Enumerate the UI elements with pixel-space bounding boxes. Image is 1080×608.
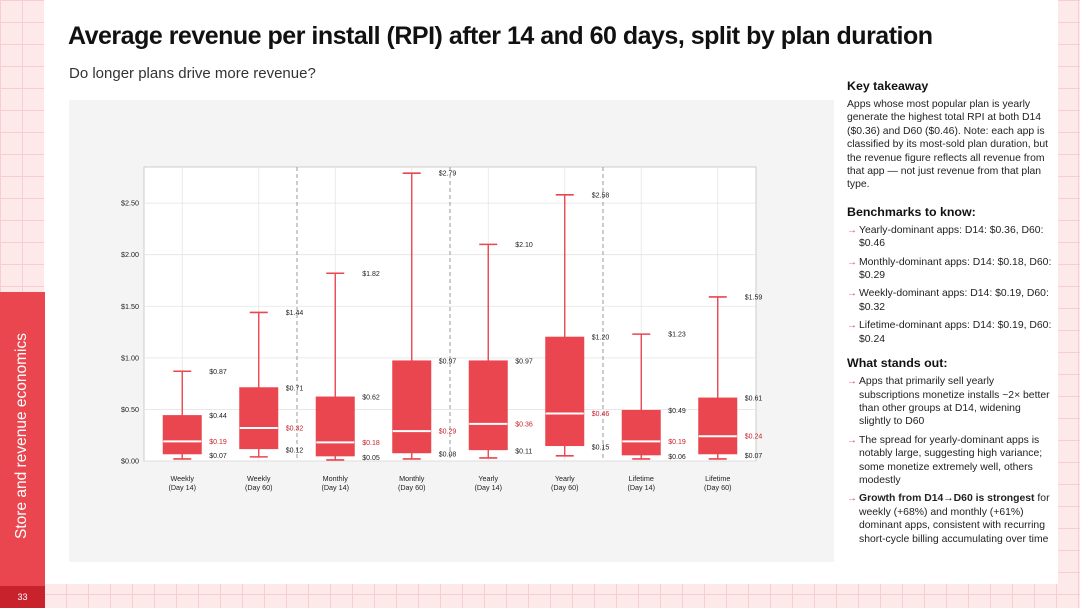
median-label: $0.19 (209, 439, 227, 446)
stands-out-item: Growth from D14→D60 is strongest for wee… (847, 492, 1053, 546)
benchmark-item: Yearly-dominant apps: D14: $0.36, D60: $… (847, 224, 1053, 251)
box (239, 387, 279, 450)
max-label: $2.58 (592, 192, 610, 199)
y-tick-label: $1.50 (121, 302, 139, 311)
max-label: $2.10 (515, 242, 533, 249)
chart-panel: $0.00 $0.50 $1.00 $1.50 $2.00 $2.50 $0.87 $0.44… (69, 100, 834, 562)
q3-label: $0.61 (745, 396, 763, 403)
q3-label: $0.62 (362, 395, 380, 402)
section-tab (0, 292, 45, 608)
key-takeaway-text: Apps whose most popular plan is yearly g… (847, 99, 1048, 191)
q1-label: $0.07 (745, 453, 763, 460)
section-label: Store and revenue economics (13, 333, 30, 539)
box (468, 360, 508, 451)
median-label: $0.24 (745, 434, 763, 441)
q3-label: $1.20 (592, 335, 610, 342)
stands-out-heading: What stands out: (847, 356, 948, 371)
box (315, 396, 355, 457)
median-label: $0.32 (286, 425, 304, 432)
x-tick-label: (Day 14) (627, 483, 655, 492)
box (545, 336, 585, 447)
median-label: $0.46 (592, 411, 610, 418)
page-title: Average revenue per install (RPI) after … (68, 22, 933, 50)
benchmark-item: Weekly-dominant apps: D14: $0.19, D60: $… (847, 287, 1053, 314)
q1-label: $0.12 (286, 448, 304, 455)
stands-out-text: Apps that primarily sell yearly subscrip… (859, 376, 1050, 428)
q3-label: $0.44 (209, 413, 227, 420)
y-tick-label: $0.00 (121, 457, 139, 466)
median-label: $0.19 (668, 439, 686, 446)
median-label: $0.36 (515, 421, 533, 428)
q1-label: $0.11 (515, 449, 532, 456)
y-tick-label: $1.00 (121, 353, 139, 362)
q1-label: $0.15 (592, 445, 610, 452)
y-tick-label: $2.50 (121, 199, 139, 208)
x-tick-label: (Day 60) (704, 483, 732, 492)
box (162, 415, 202, 455)
x-tick-label: Weekly (247, 474, 271, 483)
box (621, 409, 661, 456)
stands-out-text: for weekly (+68%) and monthly (+61%) dom… (859, 493, 1050, 545)
median-label: $0.18 (362, 440, 380, 447)
stands-out-item: The spread for yearly-dominant apps is n… (847, 434, 1053, 488)
max-label: $1.82 (362, 271, 380, 278)
benchmark-item: Monthly-dominant apps: D14: $0.18, D60: … (847, 256, 1053, 283)
y-tick-label: $0.50 (121, 405, 139, 414)
max-label: $1.44 (286, 310, 304, 317)
x-tick-label: (Day 60) (398, 483, 426, 492)
max-label: $1.23 (668, 332, 686, 339)
x-tick-label: (Day 14) (168, 483, 196, 492)
box-plot-chart: $0.00 $0.50 $1.00 $1.50 $2.00 $2.50 $0.87 $0.44… (121, 166, 763, 492)
q3-label: $0.49 (668, 408, 686, 415)
stands-out-list: Apps that primarily sell yearly subscrip… (847, 375, 1053, 546)
benchmarks-heading: Benchmarks to know: (847, 204, 976, 219)
max-label: $2.79 (439, 171, 457, 178)
max-label: $1.59 (745, 294, 763, 301)
x-tick-label: Monthly (323, 474, 349, 483)
y-tick-label: $2.00 (121, 250, 139, 259)
q1-label: $0.06 (668, 454, 686, 461)
x-tick-label: (Day 14) (474, 483, 502, 492)
q1-label: $0.05 (362, 455, 380, 462)
x-tick-label: Yearly (555, 474, 575, 483)
page-subtitle: Do longer plans drive more revenue? (69, 65, 316, 82)
max-label: $0.87 (209, 369, 227, 376)
x-tick-label: Lifetime (629, 474, 654, 483)
insights-panel: Key takeaway Apps whose most popular pla… (847, 78, 1053, 555)
q3-label: $0.97 (515, 358, 533, 365)
x-tick-label: Lifetime (705, 474, 730, 483)
page-number: 33 (0, 586, 45, 608)
x-tick-label: Yearly (478, 474, 498, 483)
q1-label: $0.07 (209, 453, 227, 460)
q1-label: $0.08 (439, 452, 457, 459)
q3-label: $0.97 (439, 358, 457, 365)
median-label: $0.29 (439, 429, 457, 436)
x-tick-label: (Day 60) (551, 483, 579, 492)
stands-out-lead: Growth from D14→D60 is strongest (859, 493, 1035, 505)
box (392, 360, 432, 454)
box (698, 397, 738, 455)
key-takeaway-heading: Key takeaway (847, 79, 929, 93)
stands-out-item: Apps that primarily sell yearly subscrip… (847, 375, 1053, 429)
stands-out-text: The spread for yearly-dominant apps is n… (859, 434, 1043, 486)
x-tick-label: Weekly (171, 474, 195, 483)
x-tick-label: Monthly (399, 474, 425, 483)
q3-label: $0.71 (286, 385, 304, 392)
x-tick-label: (Day 14) (321, 483, 349, 492)
benchmark-item: Lifetime-dominant apps: D14: $0.19, D60:… (847, 319, 1053, 346)
x-tick-label: (Day 60) (245, 483, 273, 492)
benchmarks-list: Yearly-dominant apps: D14: $0.36, D60: $… (847, 224, 1053, 346)
